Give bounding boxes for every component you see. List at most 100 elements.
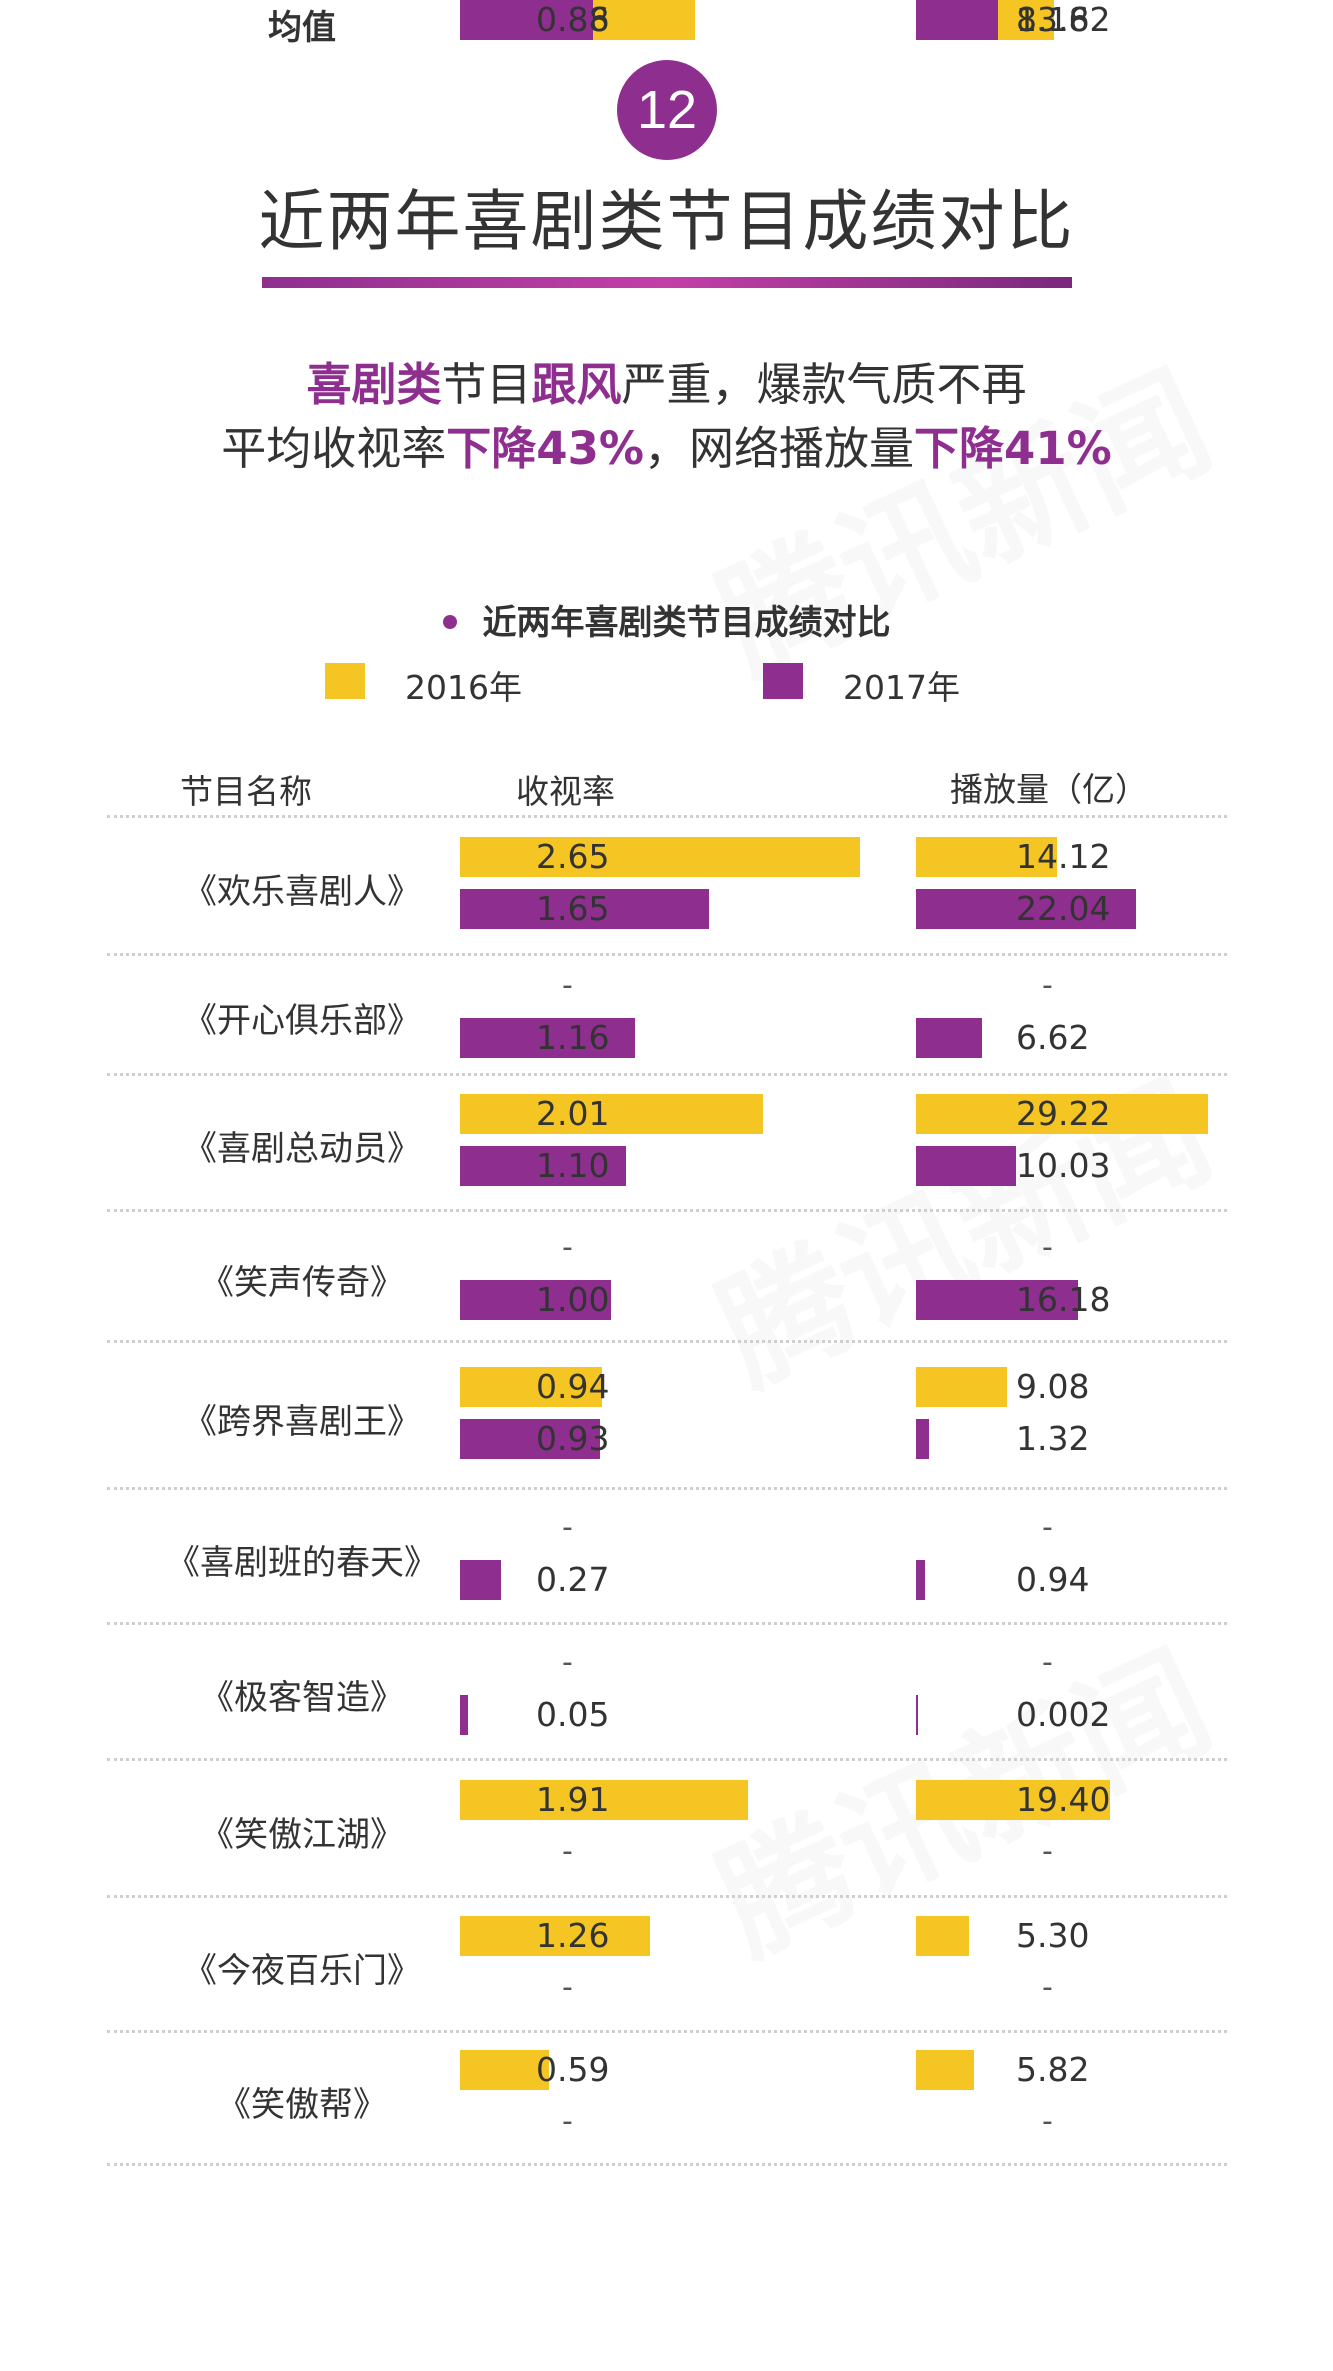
subtitle-highlight: 下降43% bbox=[446, 422, 644, 475]
bar-views-2017 bbox=[916, 1695, 918, 1735]
bar-rating-2016 bbox=[460, 837, 860, 877]
value-label-views-2016: 19.40 bbox=[1016, 1779, 1111, 1819]
program-label: 《笑傲帮》 bbox=[217, 2084, 387, 2125]
value-label-rating-2016: 1.91 bbox=[536, 1779, 610, 1819]
value-label-views-2016: 29.22 bbox=[1016, 1094, 1111, 1133]
missing-value-rating-2017: - bbox=[562, 1833, 573, 1869]
value-label-views-2016: 5.30 bbox=[1016, 1915, 1090, 1955]
value-label-rating-2017: 0.88 bbox=[536, 0, 610, 39]
bar-rating-2017 bbox=[460, 1146, 627, 1186]
row-separator bbox=[107, 1073, 1227, 1076]
missing-value-views-2016: - bbox=[1042, 1229, 1053, 1265]
row-separator bbox=[107, 1340, 1227, 1343]
bar-rating-2017 bbox=[460, 1695, 468, 1735]
missing-value-views-2016: - bbox=[1042, 1509, 1053, 1545]
value-label-views-2017: 0.94 bbox=[1016, 1559, 1090, 1599]
bar-views-2016 bbox=[916, 1366, 1007, 1407]
program-label: 《喜剧总动员》 bbox=[183, 1129, 421, 1169]
program-label: 《极客智造》 bbox=[200, 1678, 404, 1718]
program-label: 《喜剧班的春天》 bbox=[166, 1542, 438, 1583]
bar-rating-2016 bbox=[460, 2049, 550, 2090]
bar-views-2017 bbox=[916, 0, 998, 40]
value-label-rating-2017: 1.10 bbox=[536, 1146, 610, 1185]
missing-value-views-2016: - bbox=[1042, 1645, 1053, 1680]
chart-title: 近两年喜剧类节目成绩对比 bbox=[0, 595, 1333, 644]
value-label-views-2017: 1.32 bbox=[1016, 1418, 1090, 1458]
value-label-views-2017: 10.03 bbox=[1016, 1146, 1111, 1185]
value-label-views-2017: 22.04 bbox=[1016, 889, 1111, 928]
bullet-dot-icon bbox=[442, 614, 457, 629]
bar-views-2016 bbox=[916, 837, 1058, 877]
bar-views-2017 bbox=[916, 1279, 1078, 1320]
value-label-views-2016: 14.12 bbox=[1016, 837, 1111, 876]
value-label-views-2016: 13.82 bbox=[1016, 0, 1111, 39]
value-label-rating-2017: 0.05 bbox=[536, 1695, 610, 1734]
row-separator bbox=[107, 953, 1227, 956]
missing-value-views-2017: - bbox=[1042, 2103, 1053, 2139]
subtitle-text: 严重，爆款气质不再 bbox=[621, 358, 1027, 411]
program-label: 《欢乐喜剧人》 bbox=[183, 872, 421, 912]
subtitle-highlight: 下降41% bbox=[914, 422, 1112, 475]
bar-rating-2017 bbox=[460, 889, 710, 929]
program-label: 《笑声传奇》 bbox=[200, 1262, 404, 1303]
bar-views-2017 bbox=[916, 1559, 926, 1600]
missing-value-rating-2016: - bbox=[562, 968, 573, 1003]
column-header-rating: 收视率 bbox=[516, 772, 615, 811]
bar-rating-2017 bbox=[460, 1279, 611, 1320]
value-label-rating-2017: 1.65 bbox=[536, 889, 610, 928]
value-label-views-2017: 16.18 bbox=[1016, 1279, 1111, 1319]
missing-value-rating-2017: - bbox=[562, 1969, 573, 2005]
value-label-views-2017: 8.16 bbox=[1016, 0, 1090, 39]
missing-value-rating-2016: - bbox=[562, 1229, 573, 1265]
program-label: 《开心俱乐部》 bbox=[183, 1001, 421, 1041]
legend-label-2016: 2016年 bbox=[405, 668, 522, 707]
value-label-rating-2016: 2.65 bbox=[536, 837, 610, 876]
bar-rating-2017 bbox=[460, 1559, 501, 1600]
bar-rating-2017 bbox=[460, 1418, 601, 1459]
value-label-rating-2017: 1.00 bbox=[536, 1279, 610, 1319]
missing-value-views-2017: - bbox=[1042, 1969, 1053, 2005]
bar-rating-2017 bbox=[460, 0, 593, 40]
subtitle-highlight: 喜剧类 bbox=[306, 358, 442, 411]
program-label: 《今夜百乐门》 bbox=[183, 1950, 421, 1991]
row-separator bbox=[107, 1758, 1227, 1761]
program-label: 《笑傲江湖》 bbox=[200, 1814, 404, 1855]
bar-rating-2016 bbox=[460, 1094, 764, 1134]
subtitle-text: ，网络播放量 bbox=[644, 422, 915, 475]
row-separator bbox=[107, 1622, 1227, 1625]
subtitle-highlight: 跟风 bbox=[531, 358, 622, 411]
value-label-views-2016: 9.08 bbox=[1016, 1366, 1090, 1406]
subtitle-text: 平均收视率 bbox=[221, 422, 447, 475]
bar-views-2016 bbox=[916, 1779, 1110, 1820]
bar-views-2017 bbox=[916, 1018, 983, 1058]
value-label-views-2016: 5.82 bbox=[1016, 2049, 1090, 2089]
row-separator bbox=[107, 2030, 1227, 2033]
value-label-rating-2017: 0.27 bbox=[536, 1559, 610, 1599]
column-header-program: 节目名称 bbox=[180, 772, 312, 811]
bar-views-2017 bbox=[916, 1146, 1017, 1186]
bar-rating-2016 bbox=[460, 1915, 651, 1956]
row-separator bbox=[107, 815, 1227, 818]
title-underline bbox=[262, 277, 1072, 288]
row-separator bbox=[107, 1895, 1227, 1898]
bar-rating-2017 bbox=[460, 1018, 636, 1058]
legend-swatch-2017 bbox=[763, 663, 803, 699]
bar-views-2017 bbox=[916, 1418, 930, 1459]
legend-label-2017: 2017年 bbox=[843, 668, 960, 707]
bar-views-2016 bbox=[916, 2049, 975, 2090]
bar-views-2016 bbox=[916, 1915, 969, 1956]
missing-value-views-2016: - bbox=[1042, 968, 1053, 1003]
watermark: 腾讯新闻 bbox=[696, 1055, 1233, 1413]
missing-value-views-2017: - bbox=[1042, 1833, 1053, 1869]
bar-rating-2016 bbox=[460, 1779, 749, 1820]
page-title: 近两年喜剧类节目成绩对比 bbox=[258, 183, 1075, 260]
missing-value-rating-2016: - bbox=[562, 1645, 573, 1680]
subtitle-line-1: 喜剧类节目跟风严重，爆款气质不再 bbox=[0, 348, 1333, 413]
value-label-rating-2016: 0.94 bbox=[536, 1366, 610, 1406]
value-label-rating-2016: 2.01 bbox=[536, 1094, 610, 1133]
value-label-views-2017: 0.002 bbox=[1016, 1695, 1111, 1734]
value-label-rating-2017: 1.16 bbox=[536, 1018, 610, 1057]
program-label: 均值 bbox=[268, 8, 336, 48]
missing-value-rating-2017: - bbox=[562, 2103, 573, 2139]
row-separator bbox=[107, 1487, 1227, 1490]
